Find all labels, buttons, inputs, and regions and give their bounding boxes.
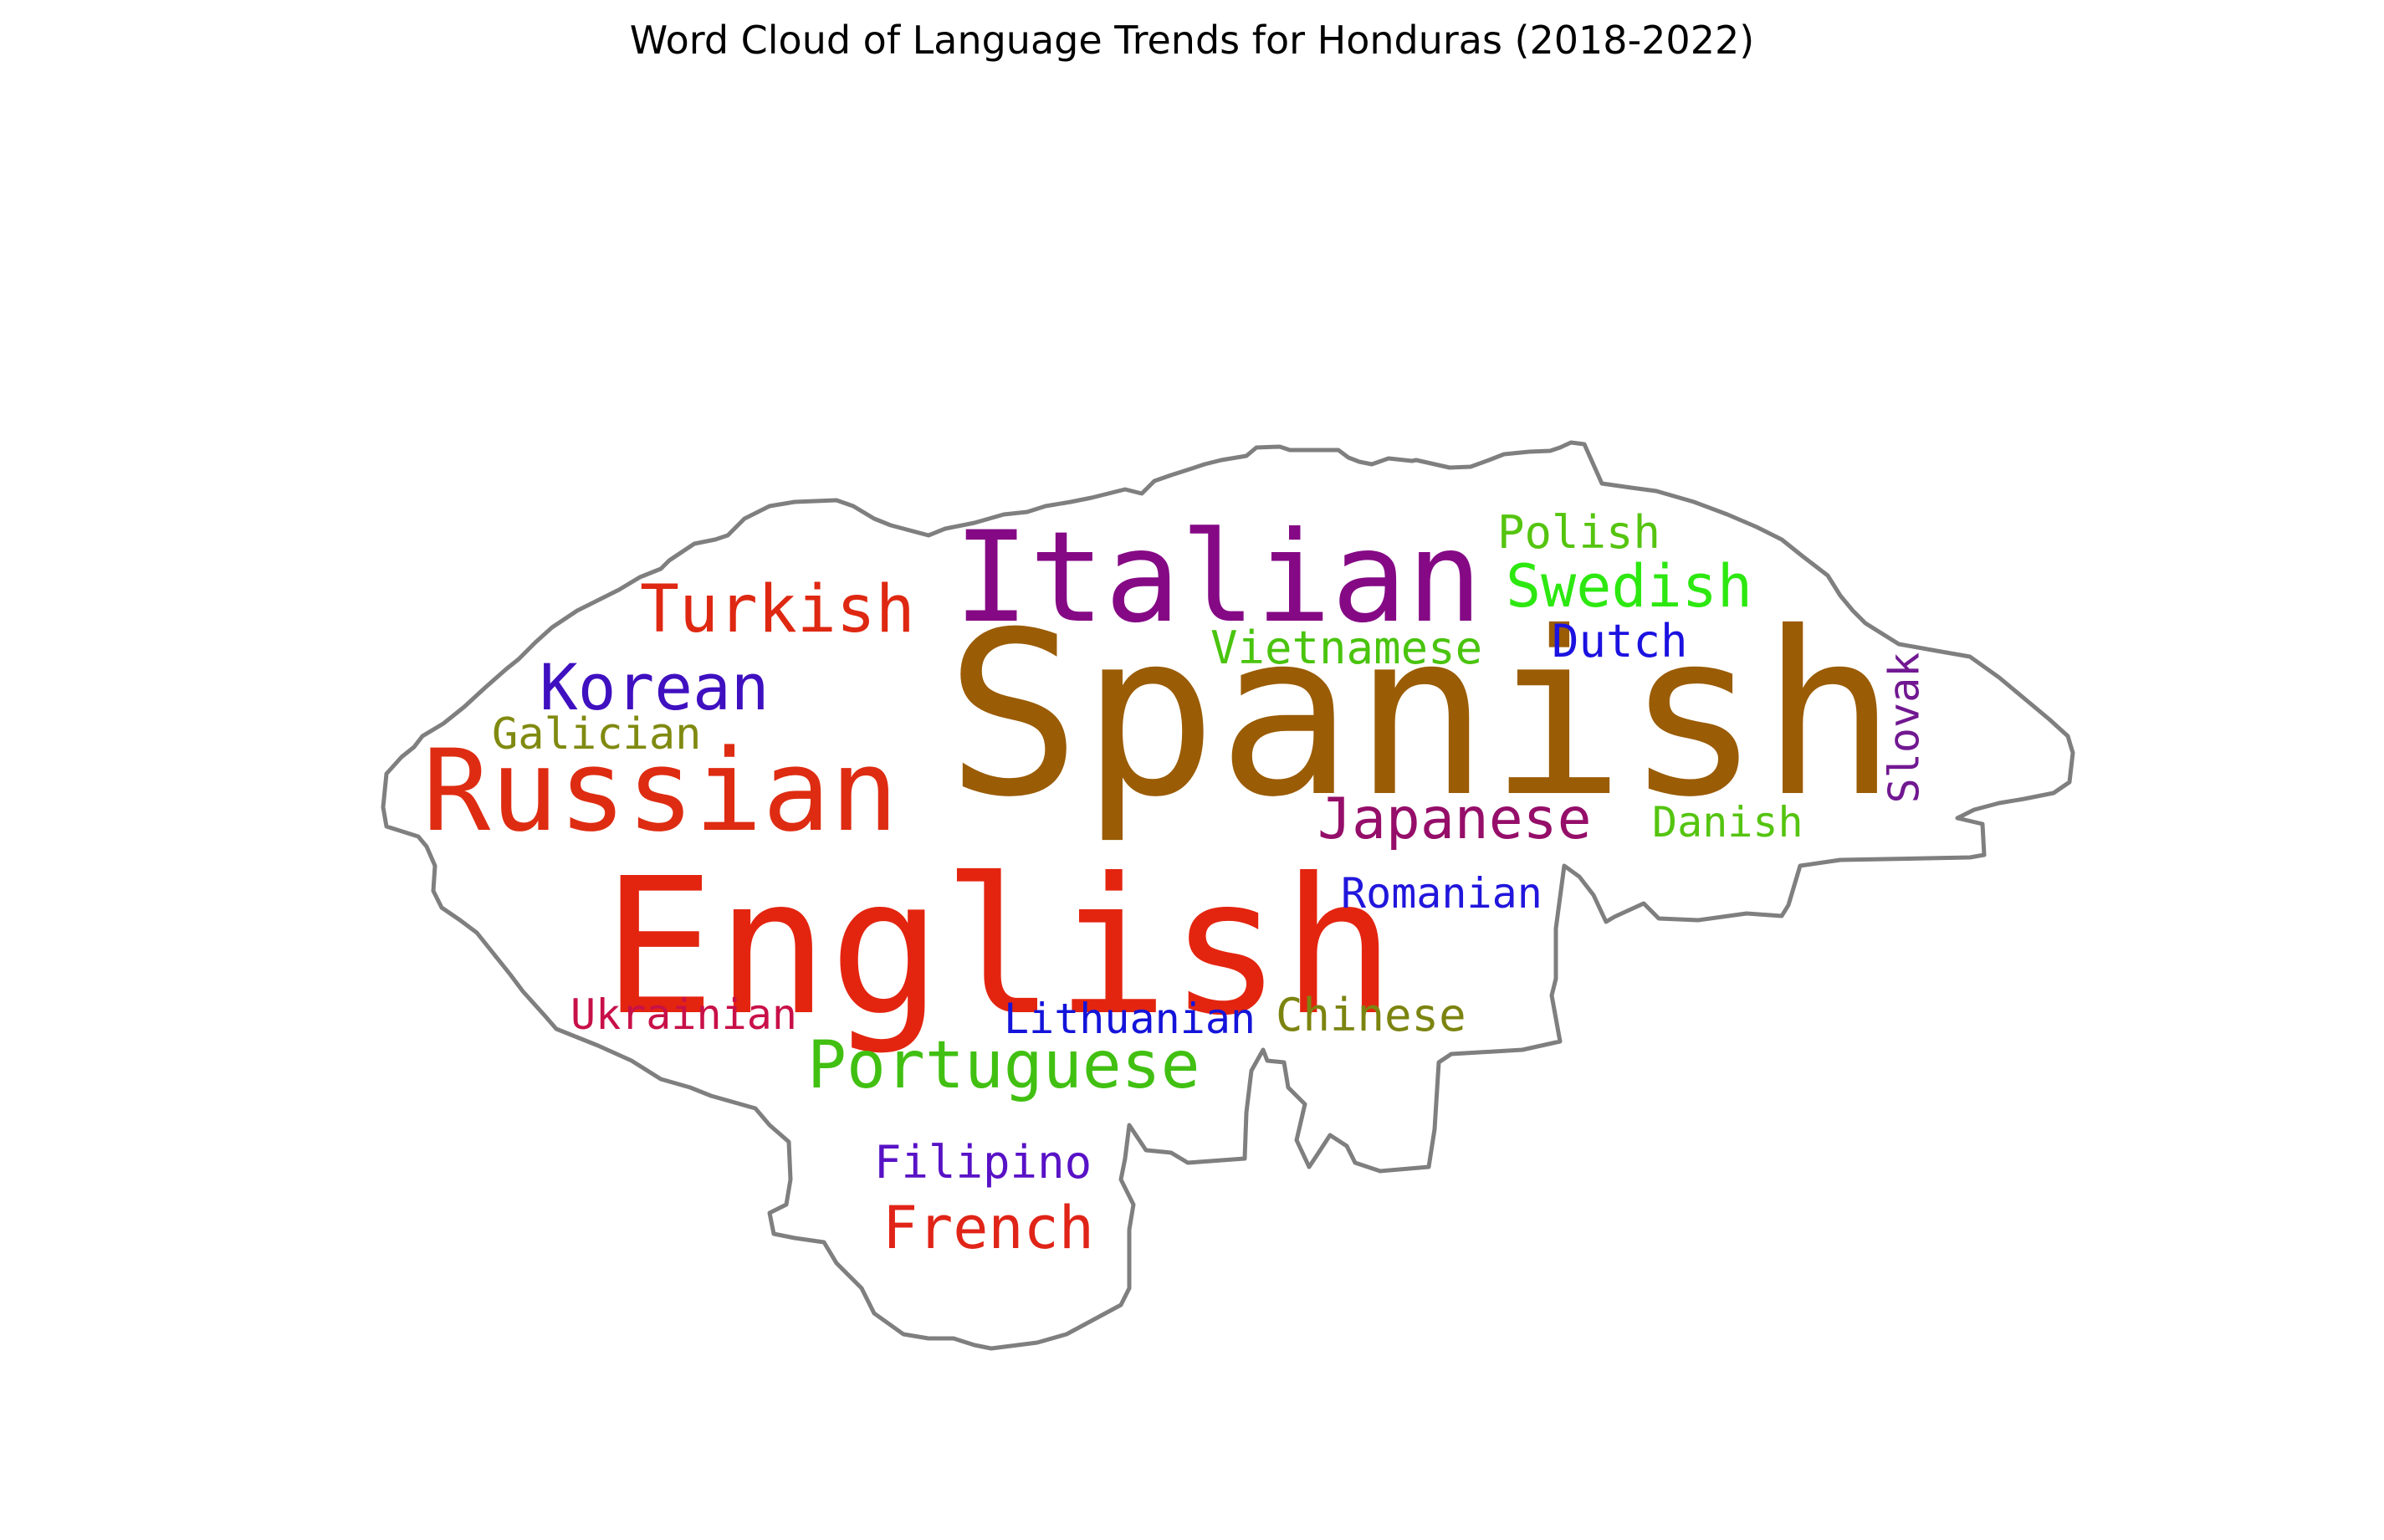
- word-lithuanian: Lithuanian: [1004, 995, 1256, 1043]
- chart-title: Word Cloud of Language Trends for Hondur…: [630, 18, 1754, 63]
- word-turkish: Turkish: [640, 572, 915, 647]
- word-polish: Polish: [1497, 506, 1660, 559]
- word-spanish: Spanish: [945, 583, 1897, 847]
- word-danish: Danish: [1652, 798, 1803, 847]
- word-swedish: Swedish: [1506, 552, 1752, 621]
- word-russian: Russian: [422, 725, 898, 857]
- word-slovak: Slovak: [1880, 652, 1929, 804]
- word-french: French: [882, 1194, 1094, 1262]
- word-romanian: Romanian: [1341, 869, 1542, 918]
- word-english: English: [602, 838, 1395, 1057]
- word-dutch: Dutch: [1552, 615, 1688, 668]
- word-galician: Galician: [492, 709, 701, 760]
- word-portuguese: Portuguese: [807, 1028, 1200, 1103]
- word-korean: Korean: [540, 650, 770, 724]
- word-vietnamese: Vietnamese: [1210, 622, 1482, 674]
- word-chinese: Chinese: [1276, 989, 1466, 1041]
- honduras-outline: [381, 440, 2075, 1351]
- word-ukrainian: Ukrainian: [570, 990, 797, 1039]
- word-filipino: Filipino: [874, 1136, 1092, 1189]
- word-italian: Italian: [954, 505, 1482, 651]
- word-japanese: Japanese: [1317, 786, 1592, 852]
